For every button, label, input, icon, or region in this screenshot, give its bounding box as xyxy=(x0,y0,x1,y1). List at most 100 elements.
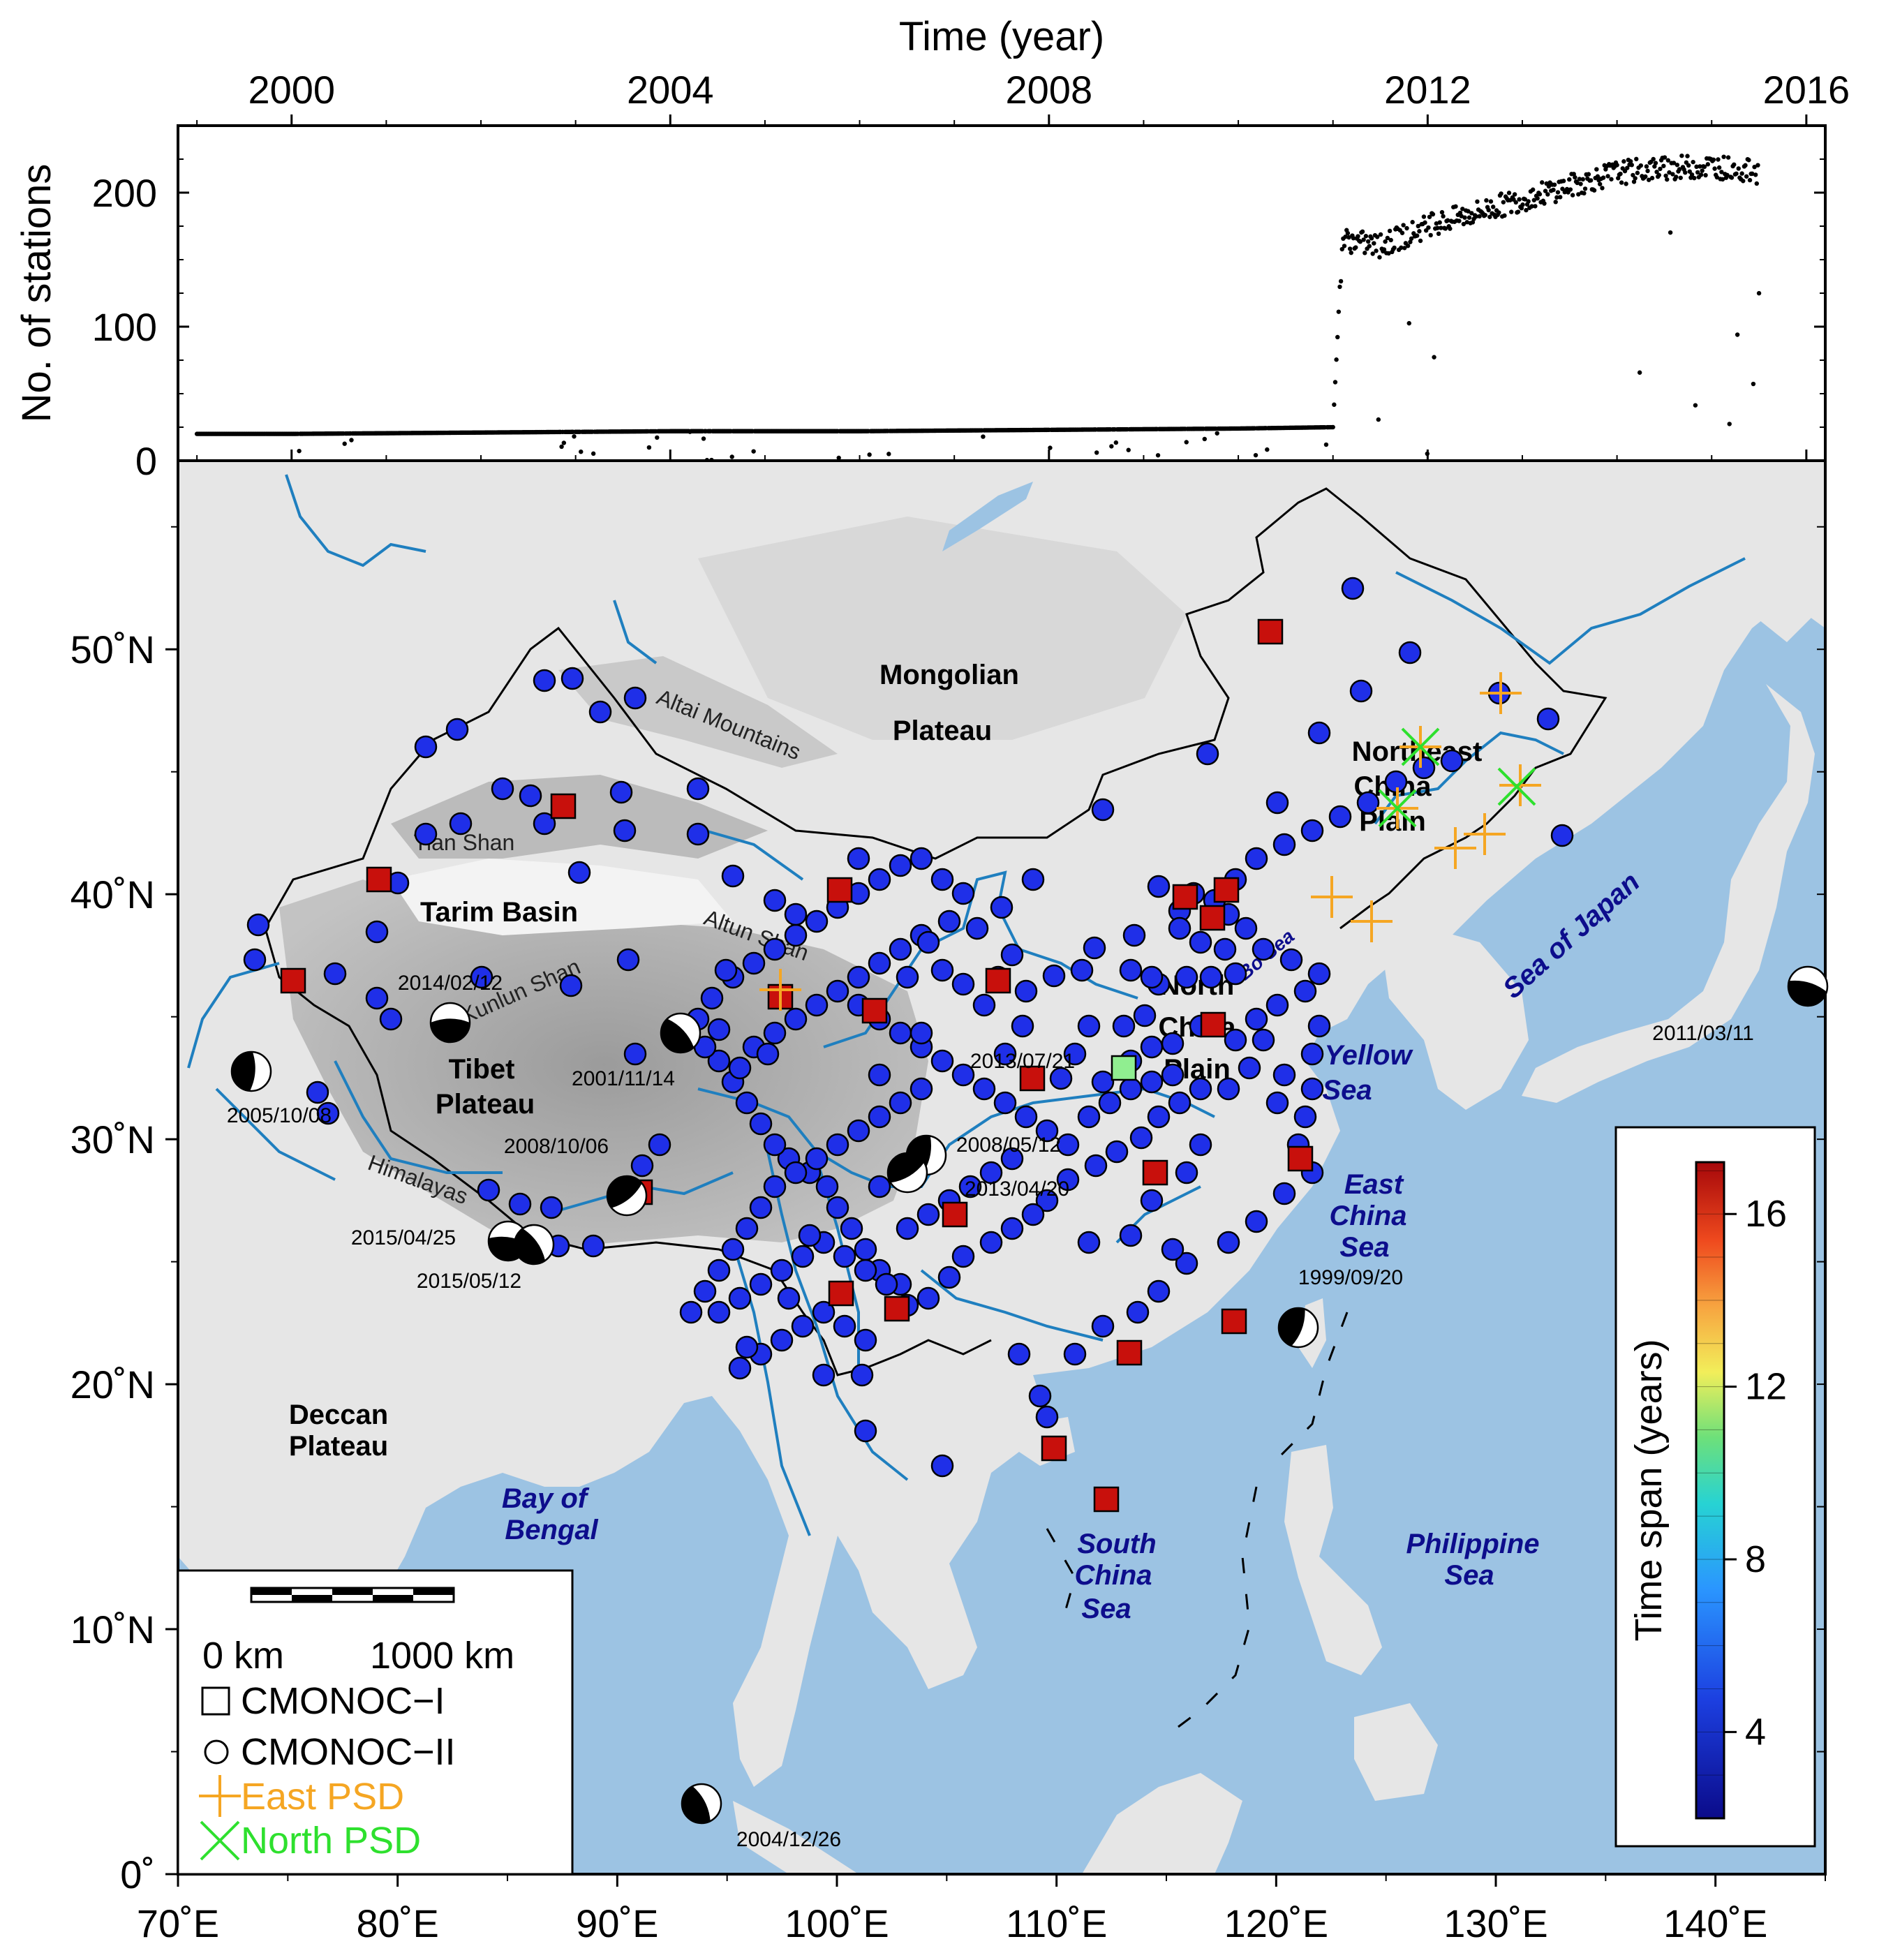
station-cmonoc2 xyxy=(1272,1182,1296,1205)
ts-point xyxy=(1349,250,1353,255)
ts-point xyxy=(1732,162,1737,167)
mongolia-terrain xyxy=(698,517,1187,740)
ts-point xyxy=(1445,218,1450,223)
ts-point xyxy=(1339,246,1344,252)
earthquake-beachball-icon xyxy=(1277,1307,1319,1349)
station-cmonoc2 xyxy=(763,889,787,912)
ts-point xyxy=(1711,157,1716,163)
station-cmonoc2 xyxy=(868,1063,891,1087)
legend-cmonoc2: CMONOC−II xyxy=(241,1731,456,1773)
ts-point xyxy=(1712,166,1717,171)
ts-x-ticks: 2000 2004 2008 2012 2016 xyxy=(196,68,1850,461)
station-cmonoc2 xyxy=(1175,1161,1198,1185)
station-cmonoc2 xyxy=(1349,679,1373,703)
ts-point xyxy=(561,440,567,445)
station-cmonoc2 xyxy=(763,937,787,961)
station-cmonoc2 xyxy=(763,1133,787,1157)
ts-point xyxy=(1337,284,1342,290)
station-cmonoc2 xyxy=(854,1419,877,1443)
ts-point xyxy=(1441,214,1446,219)
ts-point xyxy=(751,449,756,454)
map-lat-label: 20˚N xyxy=(70,1363,155,1406)
ts-point xyxy=(1461,221,1467,227)
station-cmonoc2 xyxy=(449,812,473,836)
ts-x-tick-label: 2008 xyxy=(1006,68,1093,112)
legend-cross-icon xyxy=(200,1820,240,1861)
station-cmonoc2 xyxy=(323,962,347,986)
earthquake-beachball-icon xyxy=(513,1224,555,1265)
ts-point xyxy=(1522,197,1527,202)
tianshan-terrain xyxy=(391,775,768,859)
ts-point xyxy=(1426,225,1431,230)
ts-point xyxy=(1497,210,1501,215)
station-cmonoc2 xyxy=(951,1245,975,1268)
station-cmonoc2 xyxy=(588,700,612,724)
tibet-terrain xyxy=(279,879,928,1249)
station-cmonoc2 xyxy=(1056,1133,1080,1157)
ts-point xyxy=(1567,177,1572,182)
station-cmonoc2 xyxy=(365,920,389,944)
ts-point xyxy=(1621,159,1626,164)
station-cmonoc2 xyxy=(414,735,438,759)
map-lon-label: 140˚E xyxy=(1663,1901,1767,1945)
ts-point xyxy=(1714,175,1720,180)
station-cmonoc2 xyxy=(560,667,584,690)
ts-point xyxy=(1614,163,1619,168)
colorbar-tick-label: 4 xyxy=(1745,1711,1766,1753)
ts-point xyxy=(1491,205,1496,209)
station-cmonoc1 xyxy=(1041,1435,1067,1462)
ts-point xyxy=(1385,235,1390,241)
ts-point xyxy=(1658,166,1663,172)
ts-point xyxy=(1634,156,1639,162)
ts-x-tick-label: 2000 xyxy=(248,68,335,112)
station-cmonoc2 xyxy=(379,1007,403,1031)
station-cmonoc2 xyxy=(1272,1063,1296,1087)
ts-point xyxy=(1347,246,1353,251)
station-cmonoc2 xyxy=(784,903,808,926)
station-cmonoc2 xyxy=(1265,791,1289,815)
ts-point xyxy=(1401,223,1406,228)
station-cmonoc2 xyxy=(1070,958,1094,982)
station-cmonoc2 xyxy=(1300,1042,1324,1066)
ts-point xyxy=(1670,172,1675,177)
ts-point xyxy=(1594,167,1599,172)
philippines xyxy=(1284,1445,1382,1675)
station-cmonoc2 xyxy=(937,1265,961,1289)
station-cmonoc1 xyxy=(1172,884,1198,910)
station-cmonoc2 xyxy=(1213,937,1237,961)
ts-point xyxy=(1668,230,1673,235)
ts-point xyxy=(646,445,652,450)
station-cmonoc2 xyxy=(1245,1007,1268,1031)
station-cmonoc2 xyxy=(826,979,849,1003)
ts-point xyxy=(1693,403,1698,408)
station-cmonoc2 xyxy=(784,923,808,947)
colorbar-tick-label: 12 xyxy=(1745,1366,1787,1408)
ts-point xyxy=(1202,436,1207,442)
map-frame xyxy=(177,459,1827,1876)
ts-point xyxy=(1425,451,1430,456)
ts-point xyxy=(1459,214,1464,218)
station-cmonoc2 xyxy=(972,1077,996,1101)
ts-point xyxy=(1376,417,1381,422)
legend-plus-icon xyxy=(199,1775,241,1817)
station-cmonoc2 xyxy=(889,854,912,877)
station-cmonoc2 xyxy=(1014,979,1038,1003)
ts-point xyxy=(1633,176,1638,181)
station-cmonoc2 xyxy=(1147,875,1171,898)
station-cmonoc2 xyxy=(1126,1300,1150,1324)
colorbar-ramp xyxy=(1695,1161,1725,1820)
station-cmonoc1 xyxy=(1287,1145,1314,1172)
north-psd-marker xyxy=(1378,789,1417,828)
map-lon-label: 80˚E xyxy=(357,1901,439,1945)
station-cmonoc1 xyxy=(1142,1159,1168,1186)
station-cmonoc2 xyxy=(742,951,766,975)
ts-point xyxy=(1729,175,1735,180)
station-cmonoc2 xyxy=(1140,1035,1164,1059)
station-cmonoc2 xyxy=(623,1042,647,1066)
station-cmonoc2 xyxy=(951,1063,975,1087)
east-psd-marker xyxy=(1480,672,1522,714)
station-cmonoc2 xyxy=(1161,1032,1185,1055)
map-lon-label: 100˚E xyxy=(785,1901,889,1945)
ts-point xyxy=(1448,226,1453,231)
